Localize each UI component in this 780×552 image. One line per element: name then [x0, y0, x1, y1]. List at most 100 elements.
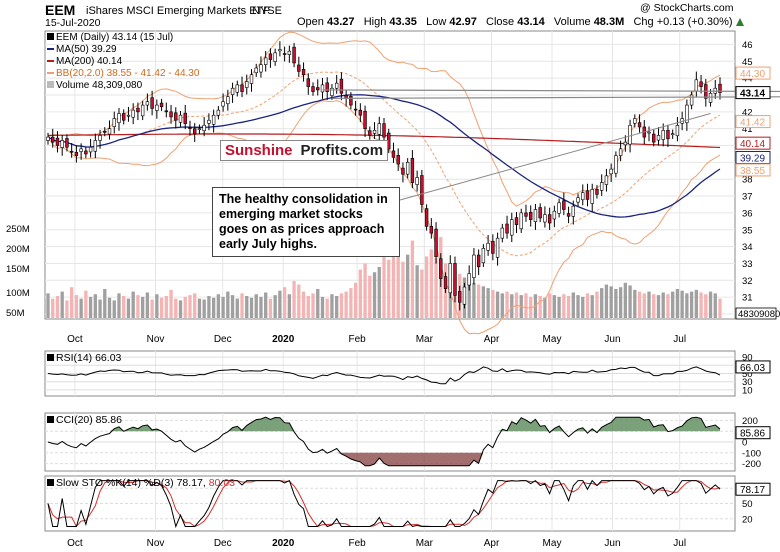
volume-bar [254, 294, 258, 318]
volume-bar [46, 293, 50, 318]
sto-title-sep: , [202, 477, 209, 489]
candle-body [524, 212, 528, 217]
cci-line [47, 416, 721, 467]
candle-body [301, 69, 306, 76]
candle-body [391, 150, 396, 158]
candle-body [169, 111, 173, 118]
volume-bar [349, 288, 353, 318]
candle-body [491, 240, 495, 254]
ticker-symbol: EEM [45, 2, 76, 18]
volume-bar [628, 285, 632, 318]
volume-bar [637, 291, 642, 318]
candle-body [98, 135, 102, 141]
legend-ma50: MA(50) 39.29 [47, 44, 199, 56]
candle-body [581, 192, 585, 201]
candle-body [519, 212, 523, 230]
cci-tag-label: 85.86 [740, 429, 765, 440]
volume-bar [609, 286, 613, 318]
stockcharts-credit[interactable]: @ StockCharts.com [640, 2, 734, 14]
volume-bar [566, 296, 571, 318]
volume-tick-label: 100M [6, 288, 30, 299]
volume-bar [320, 296, 325, 318]
candle-body [249, 74, 254, 84]
price-tick-label: 38 [742, 175, 753, 186]
volume-bar [235, 298, 239, 318]
volume-bar [680, 290, 684, 318]
volume-bar [292, 281, 296, 318]
sto-k-value: 78.17 [176, 477, 203, 489]
price-tag-label: 44.30 [740, 69, 765, 80]
rsi-title: RSI(14) 66.03 [47, 352, 121, 364]
candle-body [349, 96, 353, 106]
candle-body [79, 148, 83, 152]
price-tag-box [735, 115, 771, 129]
candle-body [590, 189, 594, 204]
close-label: Close [486, 16, 515, 28]
volume-bar [268, 298, 273, 318]
volume-bar [500, 293, 504, 318]
volume-bar [585, 293, 590, 318]
volume-bar [708, 291, 713, 318]
candle-body [453, 263, 457, 296]
month-label-top: Oct [67, 334, 83, 345]
candle-body [282, 53, 287, 55]
sto-d-line [47, 480, 721, 528]
volume-bar [353, 282, 358, 318]
month-label-top: Jul [673, 334, 686, 345]
volume-bar [330, 294, 334, 318]
volume-bar [155, 294, 159, 318]
candle-body [448, 263, 452, 294]
volume-bar [372, 272, 377, 318]
volume-bar [623, 282, 628, 318]
close-value: 43.14 [517, 16, 545, 28]
high-value: 43.35 [389, 16, 417, 28]
legend-ma200: MA(200) 40.14 [47, 56, 199, 68]
sto-tick-label: 20 [742, 514, 753, 525]
candle-body [136, 107, 140, 113]
sto-k-line [47, 479, 721, 529]
candle-body [396, 154, 400, 165]
volume-bar [282, 287, 287, 318]
volume-bar [396, 247, 400, 318]
cci-tick-label: -200 [742, 459, 761, 470]
candle-body [533, 209, 538, 222]
candle-body [150, 97, 154, 109]
candle-body [339, 78, 344, 94]
rsi-tag-label: 66.03 [740, 363, 765, 374]
candle-body [604, 175, 609, 185]
candle-body [368, 130, 372, 136]
candle-body [311, 86, 315, 92]
candle-body [614, 155, 618, 174]
month-label-top: Mar [416, 334, 434, 345]
price-tick-label: 34 [742, 242, 753, 253]
volume-bar [363, 263, 367, 318]
candle-body [183, 112, 187, 124]
candle-body [566, 213, 571, 217]
candle-body [174, 112, 178, 121]
volume-bar [202, 299, 206, 318]
candle-body [159, 102, 164, 108]
volume-bar [169, 289, 173, 318]
candle-body [576, 197, 580, 203]
candle-body [297, 64, 301, 72]
volume-bar [74, 295, 79, 318]
volume-bar [344, 291, 348, 318]
sto-title-prefix: Slow STO %K(14) %D(3) [56, 477, 177, 489]
volume-tick-label: 200M [6, 244, 30, 255]
sto-title: Slow STO %K(14) %D(3) 78.17, 80.03 [47, 477, 235, 489]
volume-bar [84, 290, 88, 318]
candle-body [708, 92, 713, 103]
candle-body [117, 113, 121, 123]
candle-body [65, 138, 69, 148]
volume-bar [145, 292, 150, 318]
candle-body [462, 286, 467, 305]
volume-bar [297, 284, 301, 318]
rsi-title-label: RSI(14) 66.03 [56, 352, 122, 364]
volume-bar [70, 287, 74, 318]
candle-body [363, 110, 367, 129]
volume-bar [505, 291, 509, 318]
candle-body [278, 49, 282, 52]
volume-bar [93, 294, 97, 318]
candle-body [415, 177, 419, 185]
candle-body [439, 258, 443, 279]
